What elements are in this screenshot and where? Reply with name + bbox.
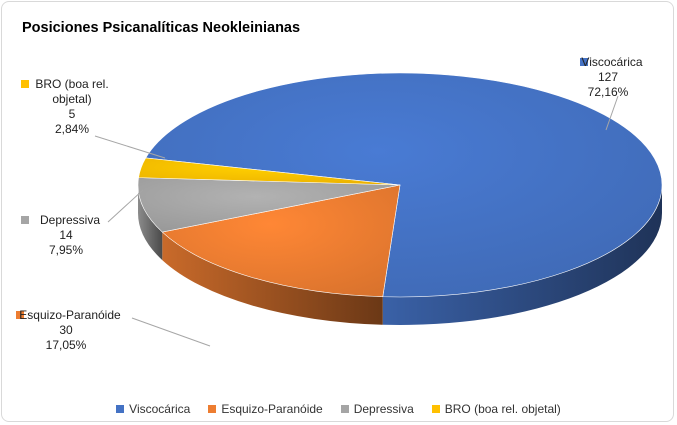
data-label-name-esquizo-paranoide: Esquizo-Paranóide (19, 308, 121, 322)
leader-line-depressiva (107, 189, 144, 223)
leader-line-bro (94, 135, 166, 159)
data-label-name-bro: BRO (boa rel. objetal) (35, 77, 108, 106)
slice-top-viscocarica[interactable] (145, 72, 663, 298)
legend-swatch-esquizo-paranoide (208, 405, 217, 413)
slice-side-depressiva (138, 185, 163, 261)
leader-line-viscocarica (605, 95, 619, 131)
data-label-value-viscocarica: 127 (598, 70, 618, 84)
chart-title: Posiciones Psicanalíticas Neokleinianas (22, 20, 301, 36)
legend-label-bro: BRO (boa rel. objetal) (444, 402, 561, 416)
data-label-percent-esquizo-paranoide: 17,05% (46, 338, 87, 352)
data-label-name-viscocarica: Viscocárica (581, 55, 642, 69)
data-label-percent-viscocarica: 72,16% (588, 85, 629, 99)
legend-item-bro[interactable]: BRO (boa rel. objetal) (431, 402, 561, 416)
data-label-value-esquizo-paranoide: 30 (59, 323, 73, 337)
slice-top-depressiva[interactable] (137, 177, 401, 233)
data-label-value-bro: 5 (69, 107, 76, 121)
data-label-percent-bro: 2,84% (55, 122, 89, 136)
label-swatch-depressiva (21, 216, 29, 224)
data-label-percent-depressiva: 7,95% (49, 243, 83, 257)
label-swatch-bro (21, 80, 29, 88)
legend-swatch-depressiva (340, 405, 349, 413)
label-swatch-esquizo-paranoide (16, 311, 24, 319)
data-label-name-depressiva: Depressiva (40, 213, 100, 227)
legend-label-esquizo-paranoide: Esquizo-Paranóide (221, 402, 323, 416)
legend-label-viscocarica: Viscocárica (129, 402, 191, 416)
slice-top-esquizo-paranoide[interactable] (161, 184, 401, 298)
legend-swatch-bro (431, 405, 440, 413)
label-swatch-viscocarica (580, 58, 588, 66)
legend-item-viscocarica[interactable]: Viscocárica (116, 402, 190, 416)
slice-side-viscocarica (382, 185, 662, 326)
legend-item-depressiva[interactable]: Depressiva (340, 402, 414, 416)
slice-top-bro[interactable] (138, 157, 401, 186)
leader-line-esquizo-paranoide (131, 317, 211, 347)
slice-side-esquizo-paranoide (162, 232, 383, 325)
legend-swatch-viscocarica (116, 405, 125, 413)
legend-label-depressiva: Depressiva (353, 402, 414, 416)
legend: Viscocárica Esquizo-Paranóide Depressiva… (0, 402, 677, 416)
legend-item-esquizo-paranoide[interactable]: Esquizo-Paranóide (208, 402, 323, 416)
data-label-value-depressiva: 14 (59, 228, 73, 242)
